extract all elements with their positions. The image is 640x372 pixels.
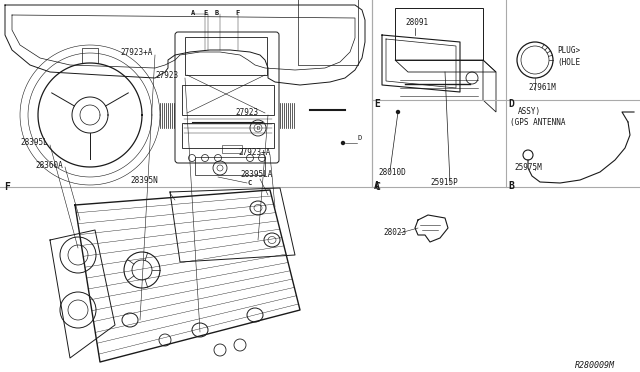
- Text: A: A: [374, 181, 380, 191]
- Text: 27923: 27923: [235, 108, 258, 117]
- Text: 28010D: 28010D: [378, 168, 406, 177]
- Text: 25975M: 25975M: [514, 163, 541, 172]
- Circle shape: [397, 110, 399, 113]
- Circle shape: [342, 141, 344, 144]
- Text: D: D: [257, 125, 260, 131]
- Text: 28360A: 28360A: [35, 161, 63, 170]
- Text: F: F: [4, 182, 10, 192]
- Text: D: D: [358, 135, 362, 141]
- Text: E: E: [203, 10, 207, 16]
- Text: F: F: [236, 10, 240, 16]
- Text: R280009M: R280009M: [575, 361, 615, 370]
- Text: ASSY): ASSY): [518, 107, 541, 116]
- Text: 27923: 27923: [155, 71, 178, 80]
- Bar: [298, 0, 358, 65]
- Text: 28091: 28091: [405, 18, 428, 27]
- Text: 28395N: 28395N: [130, 176, 157, 185]
- Text: 27923+A: 27923+A: [238, 148, 270, 157]
- Bar: [195, 157, 265, 175]
- Text: C: C: [374, 182, 380, 192]
- Text: E: E: [374, 99, 380, 109]
- Text: B: B: [215, 10, 219, 16]
- Text: A: A: [191, 10, 195, 16]
- Text: (GPS ANTENNA: (GPS ANTENNA: [510, 118, 566, 127]
- Text: C: C: [247, 180, 252, 186]
- Text: (HOLE: (HOLE: [557, 58, 580, 67]
- Text: 27923+A: 27923+A: [120, 48, 152, 57]
- Text: 28395LA: 28395LA: [240, 170, 273, 179]
- Bar: [182, 85, 274, 115]
- Text: 28023: 28023: [383, 228, 406, 237]
- Text: 27961M: 27961M: [528, 83, 556, 92]
- Bar: [222, 145, 242, 153]
- Bar: [182, 123, 274, 148]
- Bar: [185, 37, 267, 75]
- Bar: [395, 8, 483, 60]
- Text: 28395L: 28395L: [20, 138, 48, 147]
- Text: D: D: [508, 99, 514, 109]
- Text: B: B: [508, 181, 514, 191]
- Text: 25915P: 25915P: [430, 178, 458, 187]
- Text: PLUG>: PLUG>: [557, 46, 580, 55]
